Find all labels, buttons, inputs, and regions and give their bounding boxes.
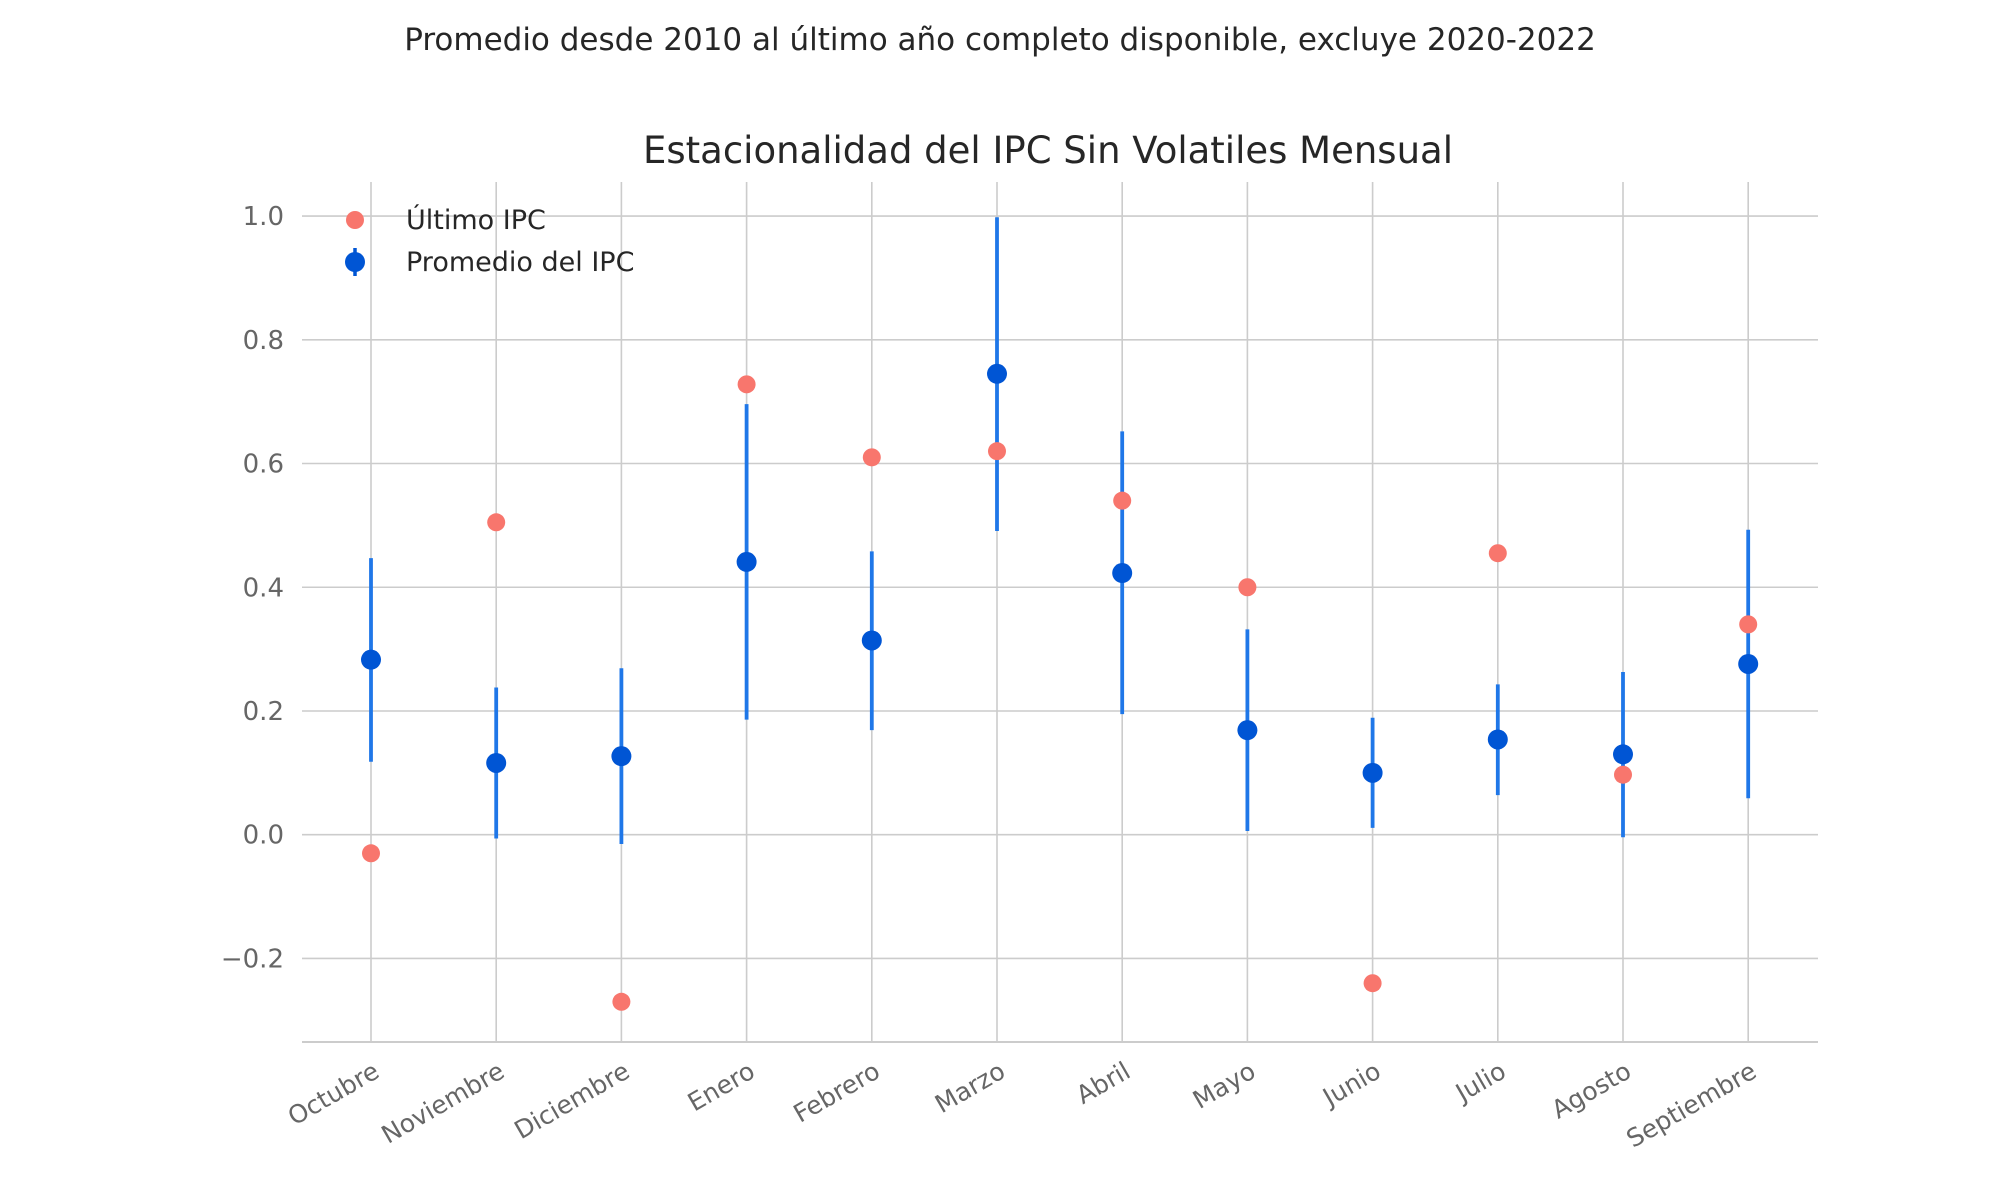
x-tick-label: Diciembre — [509, 1056, 634, 1145]
x-tick-label: Marzo — [930, 1056, 1010, 1119]
legend-label-promedio-ipc: Promedio del IPC — [406, 247, 634, 278]
promedio-ipc-points — [361, 363, 1759, 783]
ultimo-ipc-point — [1113, 491, 1132, 510]
ultimo-ipc-point — [1488, 544, 1507, 563]
x-tick-label: Abril — [1071, 1056, 1135, 1110]
ultimo-ipc-point — [862, 448, 881, 467]
chart-title: Estacionalidad del IPC Sin Volatiles Men… — [643, 129, 1453, 172]
y-tick-label: 0.8 — [243, 326, 284, 356]
y-tick-label: 0.2 — [243, 697, 284, 727]
promedio-ipc-point — [1237, 720, 1258, 741]
promedio-ipc-point — [361, 649, 381, 670]
chart-suptitle: Promedio desde 2010 al último año comple… — [404, 22, 1596, 58]
ultimo-ipc-point — [737, 375, 756, 394]
promedio-ipc-point — [1362, 762, 1383, 783]
promedio-ipc-point — [1613, 744, 1633, 765]
ultimo-ipc-point — [487, 513, 506, 532]
legend-label-ultimo-ipc: Último IPC — [406, 204, 546, 236]
ultimo-ipc-point — [1739, 615, 1758, 634]
y-axis-ticks: 1.0 0.8 0.6 0.4 0.2 0.0 −0.2 — [221, 202, 284, 974]
x-tick-label: Septiembre — [1621, 1056, 1761, 1153]
ultimo-ipc-point — [1363, 974, 1382, 993]
legend: Último IPC Promedio del IPC — [345, 204, 634, 278]
legend-marker-promedio-ipc — [345, 252, 365, 272]
ultimo-ipc-point — [612, 992, 631, 1011]
y-tick-label: 0.4 — [243, 573, 284, 603]
promedio-ipc-point — [486, 752, 507, 773]
errorbar-layer — [369, 217, 1751, 845]
ultimo-ipc-points — [362, 375, 1758, 1011]
x-tick-label: Noviembre — [377, 1056, 510, 1149]
promedio-ipc-point — [1487, 729, 1508, 750]
promedio-ipc-point — [736, 551, 757, 572]
y-tick-label: 0.0 — [243, 821, 284, 851]
promedio-ipc-point — [861, 630, 882, 651]
promedio-ipc-point — [987, 363, 1007, 384]
ultimo-ipc-point — [362, 844, 380, 863]
x-tick-label: Enero — [683, 1056, 760, 1117]
x-tick-label: Agosto — [1547, 1056, 1636, 1124]
legend-marker-ultimo-ipc — [346, 211, 364, 229]
promedio-ipc-point — [1738, 653, 1759, 674]
y-tick-label: 0.6 — [243, 450, 284, 480]
y-tick-label: −0.2 — [221, 944, 284, 974]
x-tick-label: Octubre — [283, 1056, 384, 1131]
ultimo-ipc-point — [1238, 578, 1257, 597]
promedio-ipc-point — [1112, 563, 1133, 584]
y-tick-label: 1.0 — [243, 202, 284, 232]
x-tick-label: Junio — [1316, 1056, 1385, 1113]
x-tick-label: Julio — [1449, 1056, 1511, 1108]
ultimo-ipc-point — [988, 442, 1006, 461]
x-tick-label: Mayo — [1188, 1056, 1261, 1115]
ultimo-ipc-point — [1614, 765, 1632, 784]
grid-layer — [302, 182, 1818, 1043]
x-tick-label: Febrero — [789, 1056, 885, 1128]
promedio-ipc-point — [611, 746, 632, 767]
